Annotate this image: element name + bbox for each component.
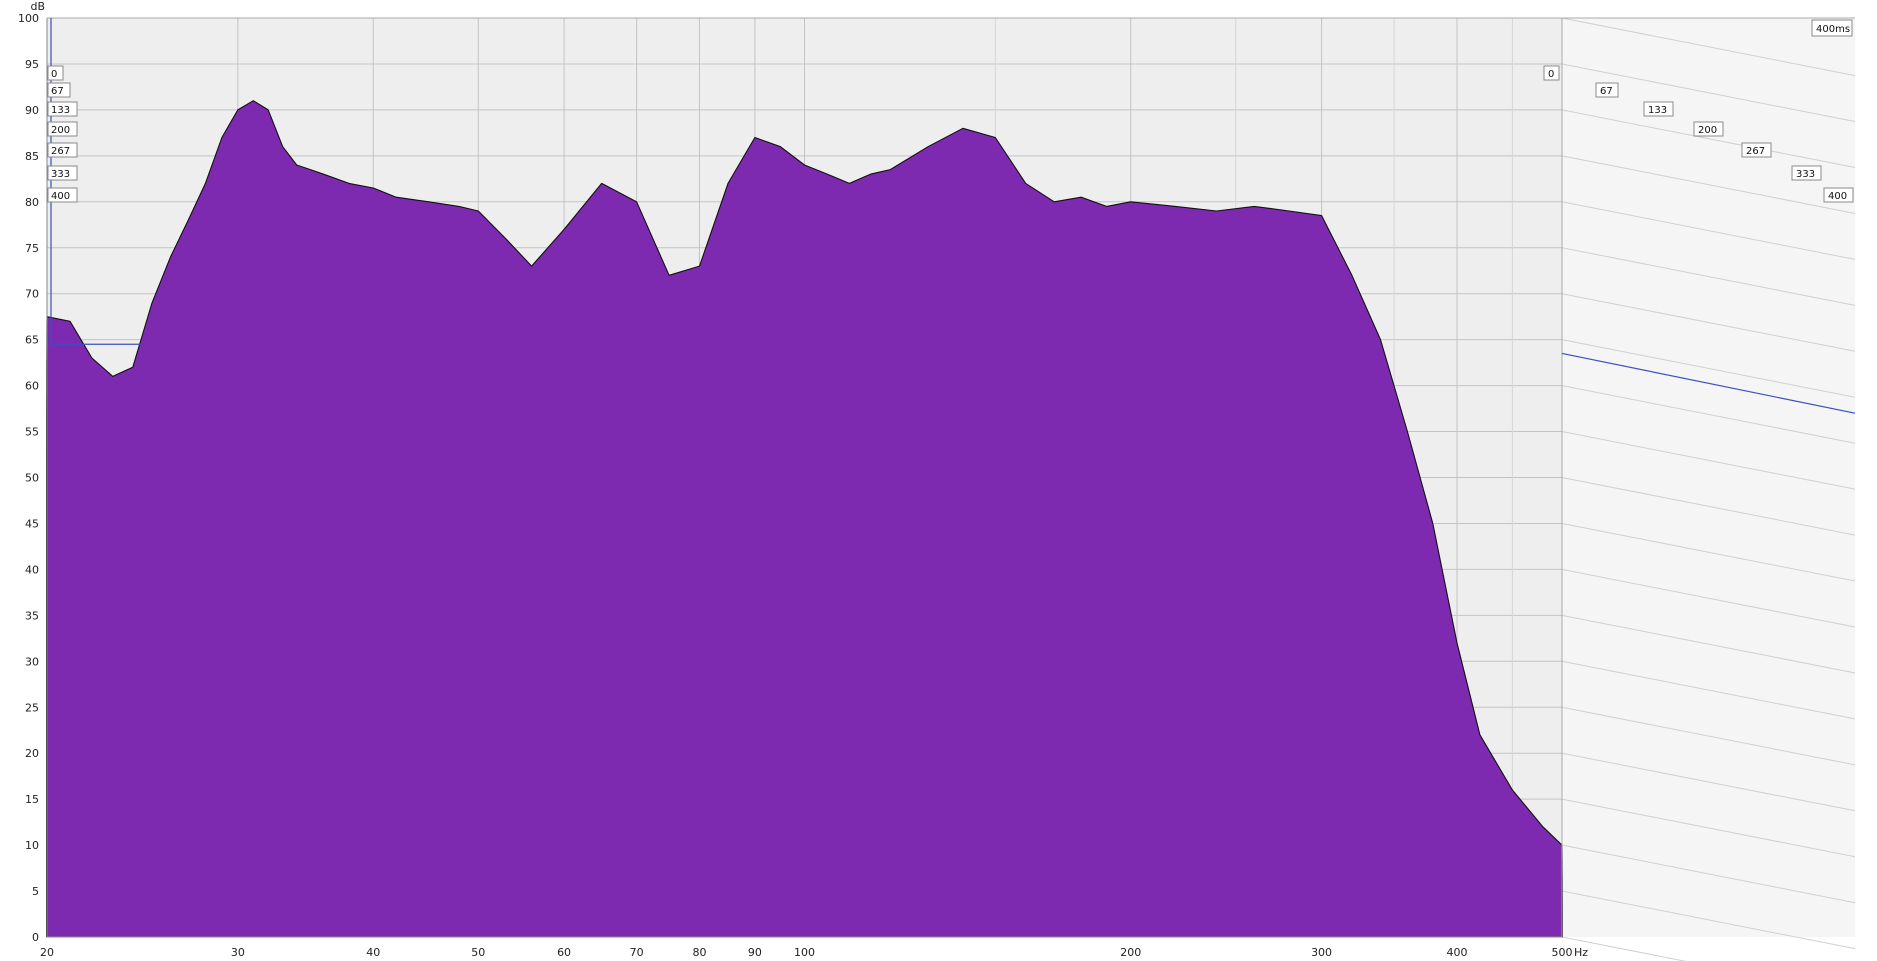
time-tick-box xyxy=(47,82,71,98)
time-axis-right xyxy=(1561,352,1856,414)
x-tick-label: 100 xyxy=(794,946,815,959)
wall-gridline xyxy=(1561,706,1856,766)
time-tick-label: 400 xyxy=(1828,191,1847,202)
y-tick-label: 50 xyxy=(25,472,39,485)
y-tick-label: 85 xyxy=(25,150,39,163)
time-tick-label: 67 xyxy=(1600,86,1613,97)
y-tick-label: 80 xyxy=(25,196,39,209)
time-tick-label: 0 xyxy=(1548,69,1554,80)
wall-gridline xyxy=(1561,568,1856,628)
wall-gridline xyxy=(1561,109,1856,168)
wall-gridline xyxy=(1561,844,1856,904)
time-tick-box xyxy=(1693,121,1724,137)
time-tick-box xyxy=(1741,142,1772,158)
wall-gridline xyxy=(1561,339,1856,398)
wall-gridline xyxy=(1561,614,1856,674)
time-tick-box xyxy=(1643,101,1674,117)
wall-gridline xyxy=(1561,293,1856,352)
x-tick-label: 20 xyxy=(40,946,54,959)
wall-gridline xyxy=(1561,63,1856,123)
wall-gridline xyxy=(1561,247,1856,306)
y-tick-label: 100 xyxy=(18,12,39,25)
x-tick-label: 500 xyxy=(1552,946,1573,959)
y-tick-label: 70 xyxy=(25,288,39,301)
time-tick-box xyxy=(47,142,78,158)
wall-gridline xyxy=(1561,385,1856,444)
time-tick-box xyxy=(47,121,78,137)
time-tick-box xyxy=(1543,65,1560,81)
time-max-label: 400ms xyxy=(1816,24,1850,35)
time-tick-box xyxy=(47,187,78,203)
wall-gridline xyxy=(1561,522,1856,582)
time-tick-label: 0 xyxy=(51,69,57,80)
x-tick-label: 200 xyxy=(1120,946,1141,959)
y-tick-label: 30 xyxy=(25,655,39,668)
wall-gridline xyxy=(1561,660,1856,720)
wall-gridline xyxy=(1561,936,1687,961)
x-tick-label: 400 xyxy=(1446,946,1467,959)
time-tick-label: 200 xyxy=(51,125,70,136)
wall-gridline xyxy=(1561,798,1856,858)
time-tick-box xyxy=(1823,187,1854,203)
wall-gridline xyxy=(1561,201,1856,260)
time-tick-label: 267 xyxy=(51,146,70,157)
y-tick-label: 25 xyxy=(25,701,39,714)
time-tick-box xyxy=(47,165,78,181)
x-tick-label: 60 xyxy=(557,946,571,959)
y-tick-label: 40 xyxy=(25,563,39,576)
y-tick-label: 55 xyxy=(25,426,39,439)
x-tick-label: 30 xyxy=(231,946,245,959)
y-tick-label: 65 xyxy=(25,334,39,347)
y-tick-label: 20 xyxy=(25,747,39,760)
time-tick-label: 267 xyxy=(1746,146,1765,157)
wall-gridline xyxy=(1561,17,1856,77)
x-tick-label: 300 xyxy=(1311,946,1332,959)
y-tick-label: 45 xyxy=(25,517,39,530)
wall-gridline xyxy=(1561,155,1856,214)
y-tick-label: 90 xyxy=(25,104,39,117)
time-tick-box xyxy=(47,101,78,117)
x-tick-label: 90 xyxy=(748,946,762,959)
time-tick-label: 333 xyxy=(1796,169,1815,180)
time-tick-label: 133 xyxy=(1648,105,1667,116)
wall-gridline xyxy=(1561,890,1856,950)
y-tick-label: 0 xyxy=(32,931,39,944)
waterfall-slices xyxy=(46,100,1563,938)
x-tick-label: 70 xyxy=(630,946,644,959)
time-tick-label: 67 xyxy=(51,86,64,97)
x-tick-label: 40 xyxy=(366,946,380,959)
time-tick-label: 333 xyxy=(51,169,70,180)
y-tick-label: 60 xyxy=(25,380,39,393)
back-wall xyxy=(1562,18,1855,937)
slice-0ms xyxy=(46,100,1563,938)
y-tick-label: 10 xyxy=(25,839,39,852)
x-tick-label: 80 xyxy=(692,946,706,959)
x-unit-label: Hz xyxy=(1574,946,1588,959)
y-tick-label: 95 xyxy=(25,58,39,71)
y-tick-label: 15 xyxy=(25,793,39,806)
time-tick-box xyxy=(47,65,64,81)
wall-gridline xyxy=(1561,752,1856,812)
time-tick-label: 400 xyxy=(51,191,70,202)
time-tick-label: 200 xyxy=(1698,125,1717,136)
y-unit-label: dB xyxy=(30,0,45,13)
time-tick-box xyxy=(1595,82,1619,98)
y-tick-label: 35 xyxy=(25,609,39,622)
y-tick-label: 5 xyxy=(32,885,39,898)
time-tick-box xyxy=(1791,165,1822,181)
wall-gridline xyxy=(1561,431,1856,490)
y-tick-label: 75 xyxy=(25,242,39,255)
time-max-box xyxy=(1811,19,1853,37)
perspective-grid xyxy=(1561,17,1856,961)
x-tick-label: 50 xyxy=(471,946,485,959)
wall-gridline xyxy=(1561,477,1856,536)
time-tick-label: 133 xyxy=(51,105,70,116)
